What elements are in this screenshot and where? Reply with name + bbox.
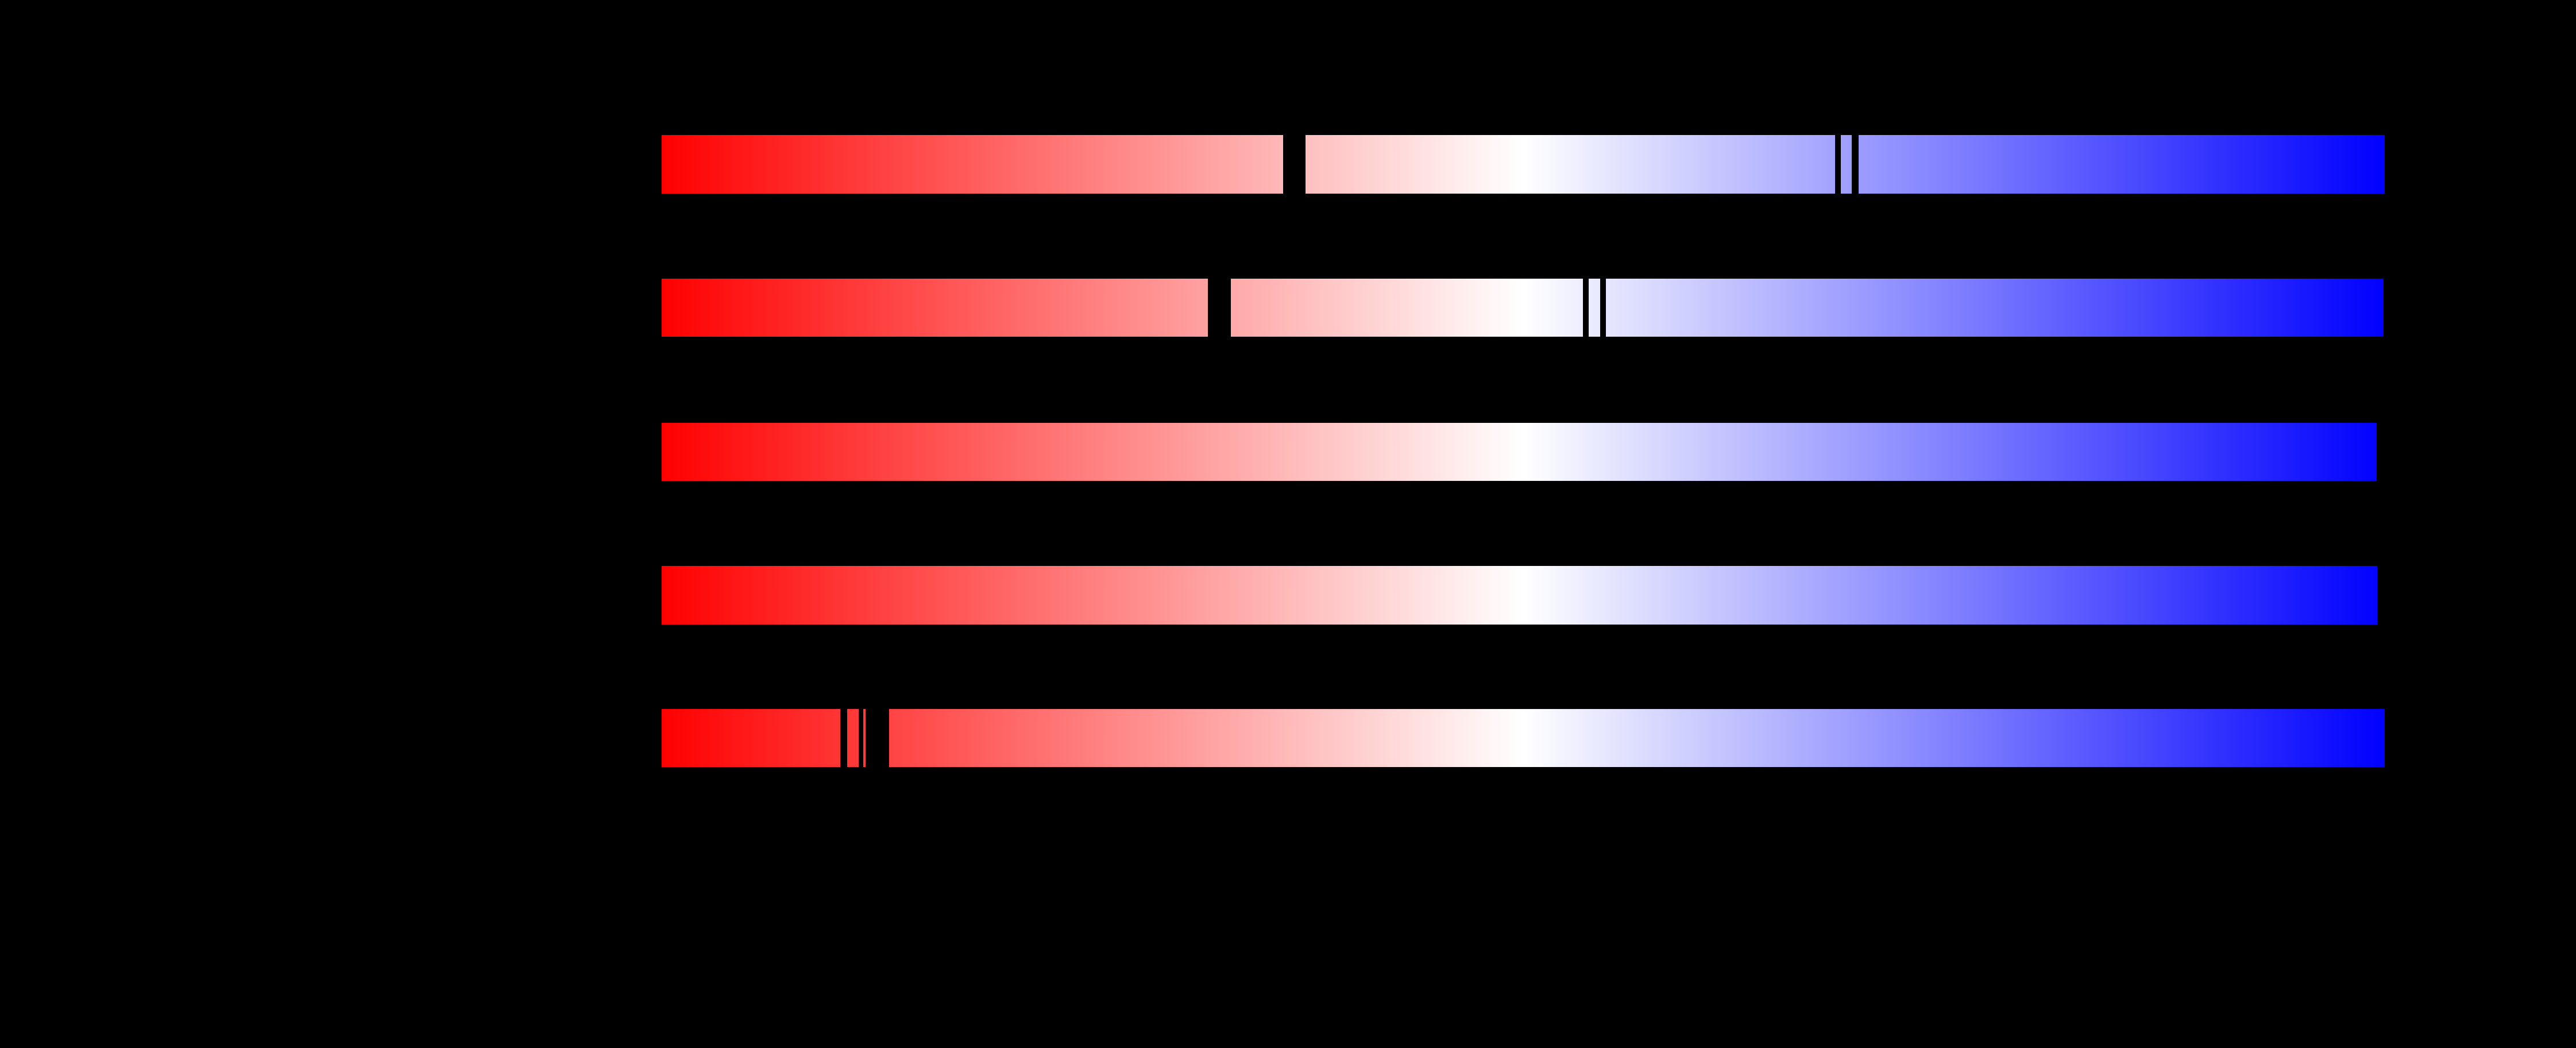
gradient-strip-row-2	[662, 279, 2384, 337]
gradient-strip-row-4	[662, 566, 2377, 625]
marker-line	[866, 709, 889, 767]
marker-line	[859, 709, 863, 767]
gradient-strip-row-3	[662, 423, 2377, 481]
marker-line	[1208, 279, 1231, 337]
marker-line	[1583, 279, 1589, 337]
marker-line	[1283, 135, 1306, 194]
marker-line	[1600, 279, 1606, 337]
marker-line	[1835, 135, 1841, 194]
gradient-strip-row-5	[662, 709, 2385, 767]
marker-line	[840, 709, 847, 767]
gradient-strip-row-1	[662, 135, 2385, 194]
marker-line	[1852, 135, 1859, 194]
